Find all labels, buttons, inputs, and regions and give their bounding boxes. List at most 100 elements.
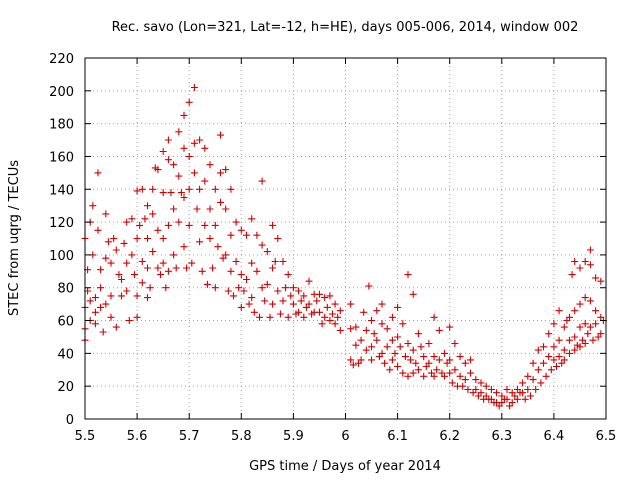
data-point xyxy=(365,282,373,290)
data-point xyxy=(326,292,334,300)
data-point xyxy=(378,349,386,357)
data-point xyxy=(102,254,110,262)
y-tick-label: 180 xyxy=(49,118,74,133)
data-point xyxy=(586,297,594,305)
data-point xyxy=(172,264,180,272)
data-point xyxy=(360,308,368,316)
data-point xyxy=(138,258,146,265)
data-point xyxy=(222,205,230,213)
data-point xyxy=(128,215,136,223)
data-point xyxy=(164,156,172,164)
data-point xyxy=(209,264,217,272)
data-point xyxy=(159,235,167,242)
data-point xyxy=(414,366,422,374)
data-point xyxy=(527,392,534,400)
data-point xyxy=(190,84,198,91)
data-point xyxy=(352,341,360,349)
data-point xyxy=(592,274,600,282)
data-point xyxy=(394,363,402,370)
data-point xyxy=(284,313,292,321)
data-point xyxy=(394,303,402,311)
data-point xyxy=(185,221,193,229)
data-point xyxy=(271,258,279,265)
data-point xyxy=(313,297,321,305)
data-point xyxy=(188,259,196,267)
data-point xyxy=(102,210,110,218)
data-point xyxy=(107,259,115,267)
data-point xyxy=(404,372,412,380)
data-point xyxy=(459,382,467,390)
data-point xyxy=(282,284,290,292)
data-point xyxy=(91,320,99,328)
data-point xyxy=(508,399,516,407)
data-point xyxy=(97,303,105,311)
data-point xyxy=(553,363,560,370)
y-tick-label: 140 xyxy=(49,183,74,198)
data-point xyxy=(331,320,339,328)
data-point xyxy=(347,325,355,333)
data-point xyxy=(297,297,305,305)
data-point xyxy=(224,287,232,295)
data-point xyxy=(276,310,284,318)
data-point xyxy=(329,310,336,318)
data-point xyxy=(157,271,164,279)
data-point xyxy=(472,386,480,393)
y-tick-labels: 0 20 40 60 80 100 120 140 160 180 200 220 xyxy=(49,52,74,428)
data-point xyxy=(581,258,589,265)
data-point xyxy=(261,297,269,305)
data-point xyxy=(383,343,391,351)
data-point xyxy=(211,221,219,229)
x-tick-label: 5.9 xyxy=(283,429,304,444)
data-point xyxy=(196,136,204,144)
data-point xyxy=(461,359,469,367)
data-point xyxy=(383,325,391,333)
data-point xyxy=(545,330,553,338)
data-point xyxy=(258,177,266,185)
data-point xyxy=(566,349,573,357)
data-point xyxy=(519,389,527,397)
data-point xyxy=(412,359,420,367)
data-point xyxy=(446,369,454,377)
data-point xyxy=(274,287,282,295)
data-point xyxy=(133,235,141,242)
data-point xyxy=(263,280,271,288)
data-point xyxy=(448,379,456,387)
x-tick-label: 5.7 xyxy=(179,429,200,444)
data-point xyxy=(91,294,99,302)
data-point xyxy=(180,144,188,152)
data-point xyxy=(373,307,381,315)
data-point xyxy=(175,218,183,226)
data-point xyxy=(386,366,394,374)
data-point xyxy=(227,185,235,193)
data-point xyxy=(175,128,183,136)
data-point xyxy=(368,356,375,364)
data-point xyxy=(279,297,287,305)
data-point xyxy=(430,313,438,321)
x-tick-label: 6 xyxy=(341,429,349,444)
data-point xyxy=(581,294,589,302)
data-point xyxy=(566,313,573,321)
data-point xyxy=(391,349,399,357)
data-point xyxy=(586,246,594,254)
data-point xyxy=(118,276,125,283)
data-point xyxy=(131,271,138,279)
data-point xyxy=(123,287,131,295)
data-points xyxy=(81,84,607,410)
data-point xyxy=(529,359,537,367)
data-point xyxy=(349,361,357,369)
data-point xyxy=(206,205,214,213)
data-point xyxy=(597,277,605,285)
y-tick-label: 0 xyxy=(66,413,74,428)
data-point xyxy=(513,395,521,403)
data-point xyxy=(232,258,240,265)
data-point xyxy=(263,248,271,256)
data-point xyxy=(115,271,123,279)
data-point xyxy=(555,307,563,315)
data-point xyxy=(243,276,250,283)
data-point xyxy=(401,353,409,361)
data-point xyxy=(477,379,485,387)
data-point xyxy=(211,284,219,292)
data-point xyxy=(420,372,428,380)
data-point xyxy=(446,323,454,331)
data-point xyxy=(214,243,222,251)
